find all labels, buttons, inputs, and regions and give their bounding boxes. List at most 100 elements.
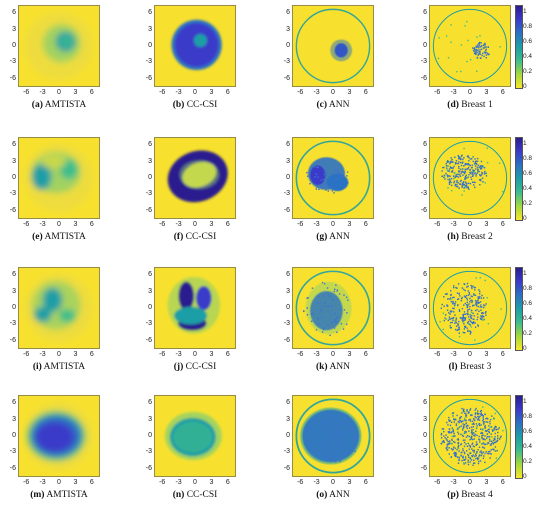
x-tick-label: 3 bbox=[73, 351, 78, 358]
tissue-pixel bbox=[448, 183, 451, 185]
tissue-pixel bbox=[451, 427, 453, 429]
tissue-pixel bbox=[317, 160, 319, 163]
tissue-pixel bbox=[475, 50, 477, 52]
tissue-pixel bbox=[447, 443, 450, 446]
tissue-pixel bbox=[464, 168, 466, 171]
x-tick-label: 0 bbox=[468, 479, 472, 486]
tissue-pixel bbox=[462, 410, 465, 413]
tissue-pixel bbox=[307, 297, 309, 299]
tissue-pixel bbox=[464, 186, 467, 188]
tissue-pixel bbox=[464, 319, 466, 321]
tissue-pixel bbox=[468, 323, 470, 325]
tissue-pixel bbox=[466, 435, 469, 437]
tissue-pixel bbox=[458, 420, 461, 422]
tissue-pixel bbox=[494, 412, 497, 415]
y-tick-label: -3 bbox=[420, 448, 427, 456]
plot-frame bbox=[292, 395, 374, 477]
tissue-pixel bbox=[452, 448, 454, 450]
tissue-pixel bbox=[484, 44, 486, 46]
x-tick-label: -3 bbox=[175, 351, 182, 358]
tissue-pixel bbox=[471, 426, 473, 428]
tissue-pixel bbox=[321, 305, 323, 307]
tissue-pixel bbox=[479, 183, 481, 186]
heatmap-panel bbox=[18, 395, 100, 477]
y-tick-label: 0 bbox=[423, 432, 427, 439]
tissue-pixel bbox=[470, 317, 472, 319]
tissue-pixel bbox=[445, 318, 447, 320]
tissue-pixel bbox=[454, 447, 457, 449]
tissue-pixel bbox=[473, 438, 475, 440]
tissue-pixel bbox=[447, 436, 449, 438]
tissue-pixel bbox=[466, 163, 468, 165]
tissue-pixel bbox=[346, 414, 349, 417]
tissue-pixel bbox=[462, 455, 464, 458]
tissue-pixel bbox=[469, 171, 471, 174]
tissue-pixel bbox=[463, 432, 466, 435]
tissue-pixel bbox=[474, 51, 477, 54]
panel-letter: (i) bbox=[32, 362, 42, 372]
tissue-pixel bbox=[487, 53, 489, 55]
tissue-pixel bbox=[455, 325, 458, 327]
tissue-pixel bbox=[483, 167, 486, 169]
tissue-pixel bbox=[315, 188, 317, 190]
heatmap-blob bbox=[173, 421, 213, 453]
colorbar-tick-label: 0 bbox=[523, 83, 527, 90]
heatmap-panel bbox=[154, 5, 236, 87]
plot-frame bbox=[18, 5, 100, 87]
tissue-pixel bbox=[477, 299, 479, 302]
tissue-pixel bbox=[447, 424, 449, 426]
tissue-pixel bbox=[448, 318, 451, 320]
tissue-pixel bbox=[353, 445, 356, 448]
tissue-pixel bbox=[454, 328, 457, 331]
tissue-pixel bbox=[354, 450, 356, 452]
tissue-pixel bbox=[458, 183, 461, 185]
tissue-pixel bbox=[488, 428, 490, 430]
tissue-pixel bbox=[329, 434, 332, 436]
tissue-pixel bbox=[491, 429, 494, 431]
tissue-pixel bbox=[335, 449, 337, 451]
tissue-pixel bbox=[439, 320, 441, 323]
tissue-pixel bbox=[473, 423, 475, 426]
y-tick-label: 3 bbox=[286, 287, 290, 295]
tissue-pixel bbox=[356, 437, 358, 439]
tissue-pixel bbox=[476, 51, 478, 53]
tissue-pixel bbox=[461, 434, 464, 437]
tissue-pixel bbox=[465, 181, 467, 183]
tissue-pixel bbox=[467, 312, 469, 314]
heatmap-blob bbox=[59, 309, 76, 323]
tissue-pixel bbox=[352, 436, 354, 438]
tissue-pixel bbox=[336, 424, 339, 426]
tissue-pixel bbox=[447, 56, 450, 59]
tissue-pixel bbox=[457, 438, 459, 440]
tissue-pixel bbox=[475, 46, 478, 48]
heatmap-field bbox=[25, 402, 93, 470]
tissue-pixel bbox=[470, 284, 472, 287]
heatmap-svg bbox=[429, 5, 511, 87]
tissue-pixel bbox=[457, 170, 460, 172]
tissue-pixel bbox=[466, 409, 468, 411]
tissue-pixel bbox=[337, 445, 340, 448]
tissue-pixel bbox=[448, 180, 451, 182]
tissue-pixel bbox=[341, 435, 344, 437]
tissue-pixel bbox=[469, 324, 471, 326]
tissue-pixel bbox=[318, 449, 320, 451]
tissue-pixel bbox=[460, 454, 462, 457]
y-tick-label: -3 bbox=[420, 190, 427, 198]
tissue-pixel bbox=[475, 303, 477, 306]
tissue-pixel bbox=[476, 57, 479, 59]
tissue-pixel bbox=[344, 447, 347, 450]
tissue-pixel bbox=[490, 433, 492, 435]
tissue-pixel bbox=[473, 449, 475, 452]
tissue-pixel bbox=[336, 168, 338, 171]
tissue-pixel bbox=[470, 171, 472, 173]
tissue-pixel bbox=[306, 171, 308, 174]
tissue-pixel bbox=[481, 294, 483, 297]
tissue-pixel bbox=[320, 308, 323, 311]
plot-frame bbox=[429, 137, 511, 219]
tissue-pixel bbox=[452, 319, 454, 321]
panel-name: Breast 4 bbox=[458, 490, 493, 500]
tissue-pixel bbox=[453, 305, 456, 307]
tissue-pixel bbox=[482, 428, 484, 430]
tissue-pixel bbox=[465, 182, 467, 184]
tissue-pixel bbox=[484, 429, 487, 432]
